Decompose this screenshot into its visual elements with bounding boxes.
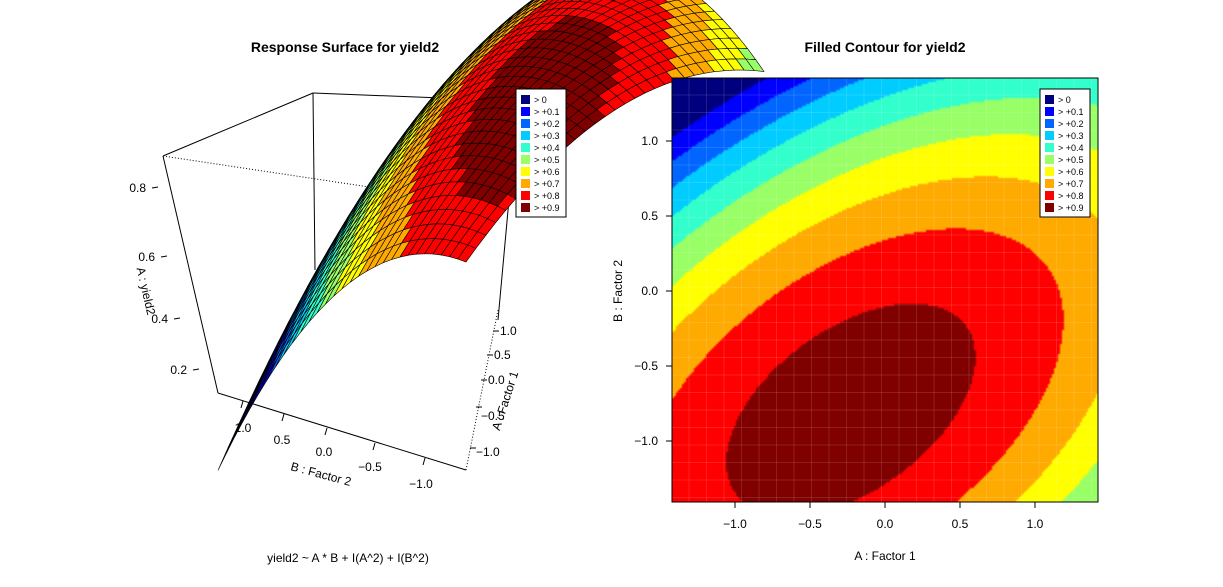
b-tick-4: −1.0 — [409, 477, 433, 491]
legend-label: > +0.4 — [534, 143, 560, 153]
contour-legend: > 0 > +0.1 > +0.2 > +0.3 > +0.4 > +0.5 > +0.6 >… — [1039, 88, 1091, 218]
contour-x-tick-2: 0.0 — [877, 517, 894, 531]
z-tick-1: 0.6 — [138, 250, 155, 264]
legend-swatch — [1045, 143, 1054, 152]
legend-label: > +0.3 — [1058, 131, 1084, 141]
surface-formula: yield2 ~ A * B + I(A^2) + I(B^2) — [267, 551, 429, 565]
a-tick-1: 0.5 — [494, 348, 511, 362]
legend-swatch — [1045, 131, 1054, 140]
legend-label: > +0.9 — [1058, 203, 1084, 213]
a-tick-3: −0.5 — [481, 409, 505, 423]
z-axis-label: A : yield2 — [134, 266, 159, 317]
legend-label: > +0.7 — [534, 179, 560, 189]
contour-x-ticks — [734, 502, 1036, 508]
contour-y-tick-0: 1.0 — [641, 134, 658, 148]
legend-swatch — [521, 155, 530, 164]
contour-x-tick-1: −0.5 — [798, 517, 822, 531]
contour-y-ticks — [666, 140, 672, 442]
contour-title: Filled Contour for yield2 — [804, 39, 965, 55]
legend-label: > 0 — [1058, 95, 1071, 105]
contour-y-label: B : Factor 2 — [611, 260, 625, 322]
legend-swatch — [521, 119, 530, 128]
b-tick-2: 0.0 — [316, 445, 333, 459]
legend-swatch — [1045, 191, 1054, 200]
legend-label: > +0.6 — [534, 167, 560, 177]
legend-swatch — [521, 143, 530, 152]
contour-x-tick-4: 1.0 — [1027, 517, 1044, 531]
b-tick-0: 1.0 — [235, 421, 252, 435]
contour-x-tick-0: −1.0 — [723, 517, 747, 531]
legend-swatch — [521, 191, 530, 200]
legend-swatch — [521, 203, 530, 212]
a-axis-ticks — [470, 330, 499, 449]
legend-swatch — [1045, 95, 1054, 104]
legend-swatch — [521, 95, 530, 104]
z-tick-0: 0.8 — [129, 181, 146, 195]
legend-label: > +0.5 — [534, 155, 560, 165]
contour-y-tick-4: −1.0 — [634, 434, 658, 448]
b-axis-ticks — [240, 400, 426, 466]
legend-swatch — [521, 107, 530, 116]
contour-fill — [672, 78, 1098, 502]
legend-swatch — [521, 179, 530, 188]
contour-x-label: A : Factor 1 — [854, 549, 916, 563]
surface-title: Response Surface for yield2 — [251, 39, 440, 55]
surface-legend: > 0 > +0.1 > +0.2 > +0.3 > +0.4 > +0.5 > +0.6 >… — [515, 88, 567, 218]
legend-label: > 0 — [534, 95, 547, 105]
legend-swatch — [1045, 167, 1054, 176]
b-tick-1: 0.5 — [274, 433, 291, 447]
legend-label: > +0.5 — [1058, 155, 1084, 165]
legend-label: > +0.7 — [1058, 179, 1084, 189]
contour-y-tick-3: −0.5 — [634, 359, 658, 373]
b-axis-label: B : Factor 2 — [289, 459, 353, 489]
b-tick-3: −0.5 — [358, 460, 382, 474]
a-tick-4: −1.0 — [476, 445, 500, 459]
legend-label: > +0.9 — [534, 203, 560, 213]
legend-swatch — [1045, 155, 1054, 164]
z-axis — [151, 186, 200, 371]
legend-label: > +0.8 — [534, 191, 560, 201]
z-tick-3: 0.2 — [170, 363, 187, 377]
legend-swatch — [1045, 203, 1054, 212]
surface-facet — [457, 244, 477, 263]
contour-y-tick-2: 0.0 — [641, 284, 658, 298]
legend-swatch — [521, 167, 530, 176]
legend-swatch — [1045, 119, 1054, 128]
contour-y-tick-1: 0.5 — [641, 209, 658, 223]
a-tick-2: 0.0 — [488, 373, 505, 387]
z-tick-2: 0.4 — [151, 312, 168, 326]
legend-label: > +0.1 — [534, 107, 560, 117]
legend-label: > +0.2 — [1058, 119, 1084, 129]
legend-label: > +0.3 — [534, 131, 560, 141]
legend-label: > +0.2 — [534, 119, 560, 129]
legend-label: > +0.1 — [1058, 107, 1084, 117]
legend-swatch — [1045, 107, 1054, 116]
legend-label: > +0.4 — [1058, 143, 1084, 153]
legend-swatch — [521, 131, 530, 140]
contour-x-tick-3: 0.5 — [952, 517, 969, 531]
a-tick-0: 1.0 — [500, 324, 517, 338]
legend-label: > +0.6 — [1058, 167, 1084, 177]
legend-swatch — [1045, 179, 1054, 188]
legend-label: > +0.8 — [1058, 191, 1084, 201]
